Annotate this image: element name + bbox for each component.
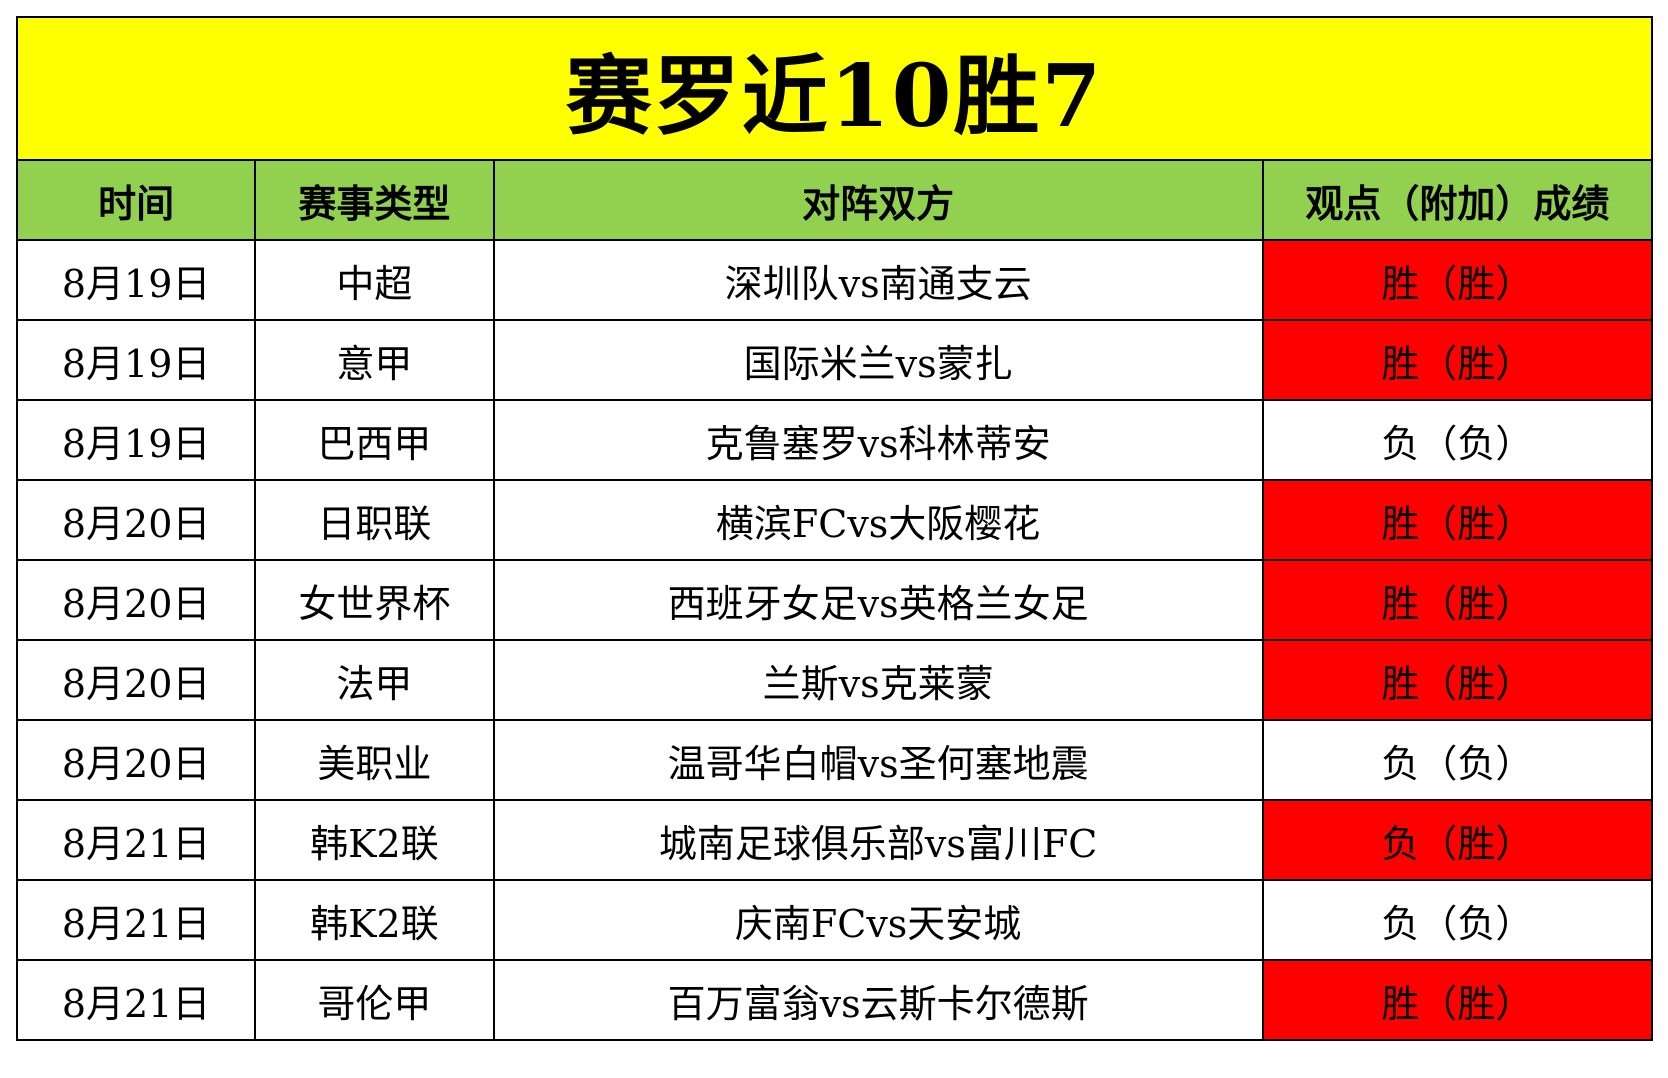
result-cell: 负（负） xyxy=(1261,399,1654,481)
match-cell: 温哥华白帽vs圣何塞地震 xyxy=(492,719,1264,801)
header-row: 时间 赛事类型 对阵双方 观点（附加）成绩 xyxy=(15,159,1654,241)
match-cell: 深圳队vs南通支云 xyxy=(492,239,1264,321)
date-cell: 8月21日 xyxy=(15,959,257,1041)
league-cell: 美职业 xyxy=(254,719,495,801)
match-cell: 城南足球俱乐部vs富川FC xyxy=(492,799,1264,881)
result-cell: 胜（胜） xyxy=(1261,239,1654,321)
date-cell: 8月19日 xyxy=(15,399,257,481)
date-cell: 8月20日 xyxy=(15,719,257,801)
result-cell: 胜（胜） xyxy=(1261,319,1654,401)
league-cell: 女世界杯 xyxy=(254,559,495,641)
page-title: 赛罗近10胜7 xyxy=(565,46,1104,147)
result-cell: 胜（胜） xyxy=(1261,639,1654,721)
header-result: 观点（附加）成绩 xyxy=(1261,159,1654,241)
result-cell: 负（负） xyxy=(1261,719,1654,801)
results-table: 时间 赛事类型 对阵双方 观点（附加）成绩 8月19日 中超 深圳队vs南通支云 胜（… xyxy=(15,159,1654,1041)
date-cell: 8月19日 xyxy=(15,239,257,321)
table-row: 8月21日 韩K2联 庆南FCvs天安城 负（负） xyxy=(15,879,1654,961)
date-cell: 8月21日 xyxy=(15,799,257,881)
league-cell: 中超 xyxy=(254,239,495,321)
table-row: 8月19日 意甲 国际米兰vs蒙扎 胜（胜） xyxy=(15,319,1654,401)
table-row: 8月20日 女世界杯 西班牙女足vs英格兰女足 胜（胜） xyxy=(15,559,1654,641)
date-cell: 8月20日 xyxy=(15,559,257,641)
result-cell: 胜（胜） xyxy=(1261,559,1654,641)
match-cell: 国际米兰vs蒙扎 xyxy=(492,319,1264,401)
league-cell: 韩K2联 xyxy=(254,799,495,881)
table-row: 8月19日 巴西甲 克鲁塞罗vs科林蒂安 负（负） xyxy=(15,399,1654,481)
result-cell: 负（负） xyxy=(1261,879,1654,961)
league-cell: 巴西甲 xyxy=(254,399,495,481)
result-cell: 负（胜） xyxy=(1261,799,1654,881)
title-banner: 赛罗近10胜7 xyxy=(16,16,1653,161)
header-league: 赛事类型 xyxy=(254,159,495,241)
header-match: 对阵双方 xyxy=(492,159,1264,241)
result-cell: 胜（胜） xyxy=(1261,479,1654,561)
league-cell: 意甲 xyxy=(254,319,495,401)
header-date: 时间 xyxy=(15,159,257,241)
table-row: 8月21日 韩K2联 城南足球俱乐部vs富川FC 负（胜） xyxy=(15,799,1654,881)
match-cell: 兰斯vs克莱蒙 xyxy=(492,639,1264,721)
table-row: 8月20日 法甲 兰斯vs克莱蒙 胜（胜） xyxy=(15,639,1654,721)
match-cell: 百万富翁vs云斯卡尔德斯 xyxy=(492,959,1264,1041)
result-cell: 胜（胜） xyxy=(1261,959,1654,1041)
table-row: 8月20日 日职联 横滨FCvs大阪樱花 胜（胜） xyxy=(15,479,1654,561)
league-cell: 韩K2联 xyxy=(254,879,495,961)
date-cell: 8月20日 xyxy=(15,479,257,561)
date-cell: 8月19日 xyxy=(15,319,257,401)
match-cell: 克鲁塞罗vs科林蒂安 xyxy=(492,399,1264,481)
table-row: 8月21日 哥伦甲 百万富翁vs云斯卡尔德斯 胜（胜） xyxy=(15,959,1654,1041)
table-row: 8月19日 中超 深圳队vs南通支云 胜（胜） xyxy=(15,239,1654,321)
league-cell: 日职联 xyxy=(254,479,495,561)
table-row: 8月20日 美职业 温哥华白帽vs圣何塞地震 负（负） xyxy=(15,719,1654,801)
match-cell: 横滨FCvs大阪樱花 xyxy=(492,479,1264,561)
league-cell: 哥伦甲 xyxy=(254,959,495,1041)
league-cell: 法甲 xyxy=(254,639,495,721)
results-body: 8月19日 中超 深圳队vs南通支云 胜（胜） 8月19日 意甲 国际米兰vs蒙扎 胜（胜） 8… xyxy=(15,239,1654,1041)
match-cell: 西班牙女足vs英格兰女足 xyxy=(492,559,1264,641)
date-cell: 8月21日 xyxy=(15,879,257,961)
match-cell: 庆南FCvs天安城 xyxy=(492,879,1264,961)
date-cell: 8月20日 xyxy=(15,639,257,721)
results-sheet: 赛罗近10胜7 时间 赛事类型 对阵双方 观点（附加）成绩 8月19日 中超 深圳队… xyxy=(15,16,1654,1062)
